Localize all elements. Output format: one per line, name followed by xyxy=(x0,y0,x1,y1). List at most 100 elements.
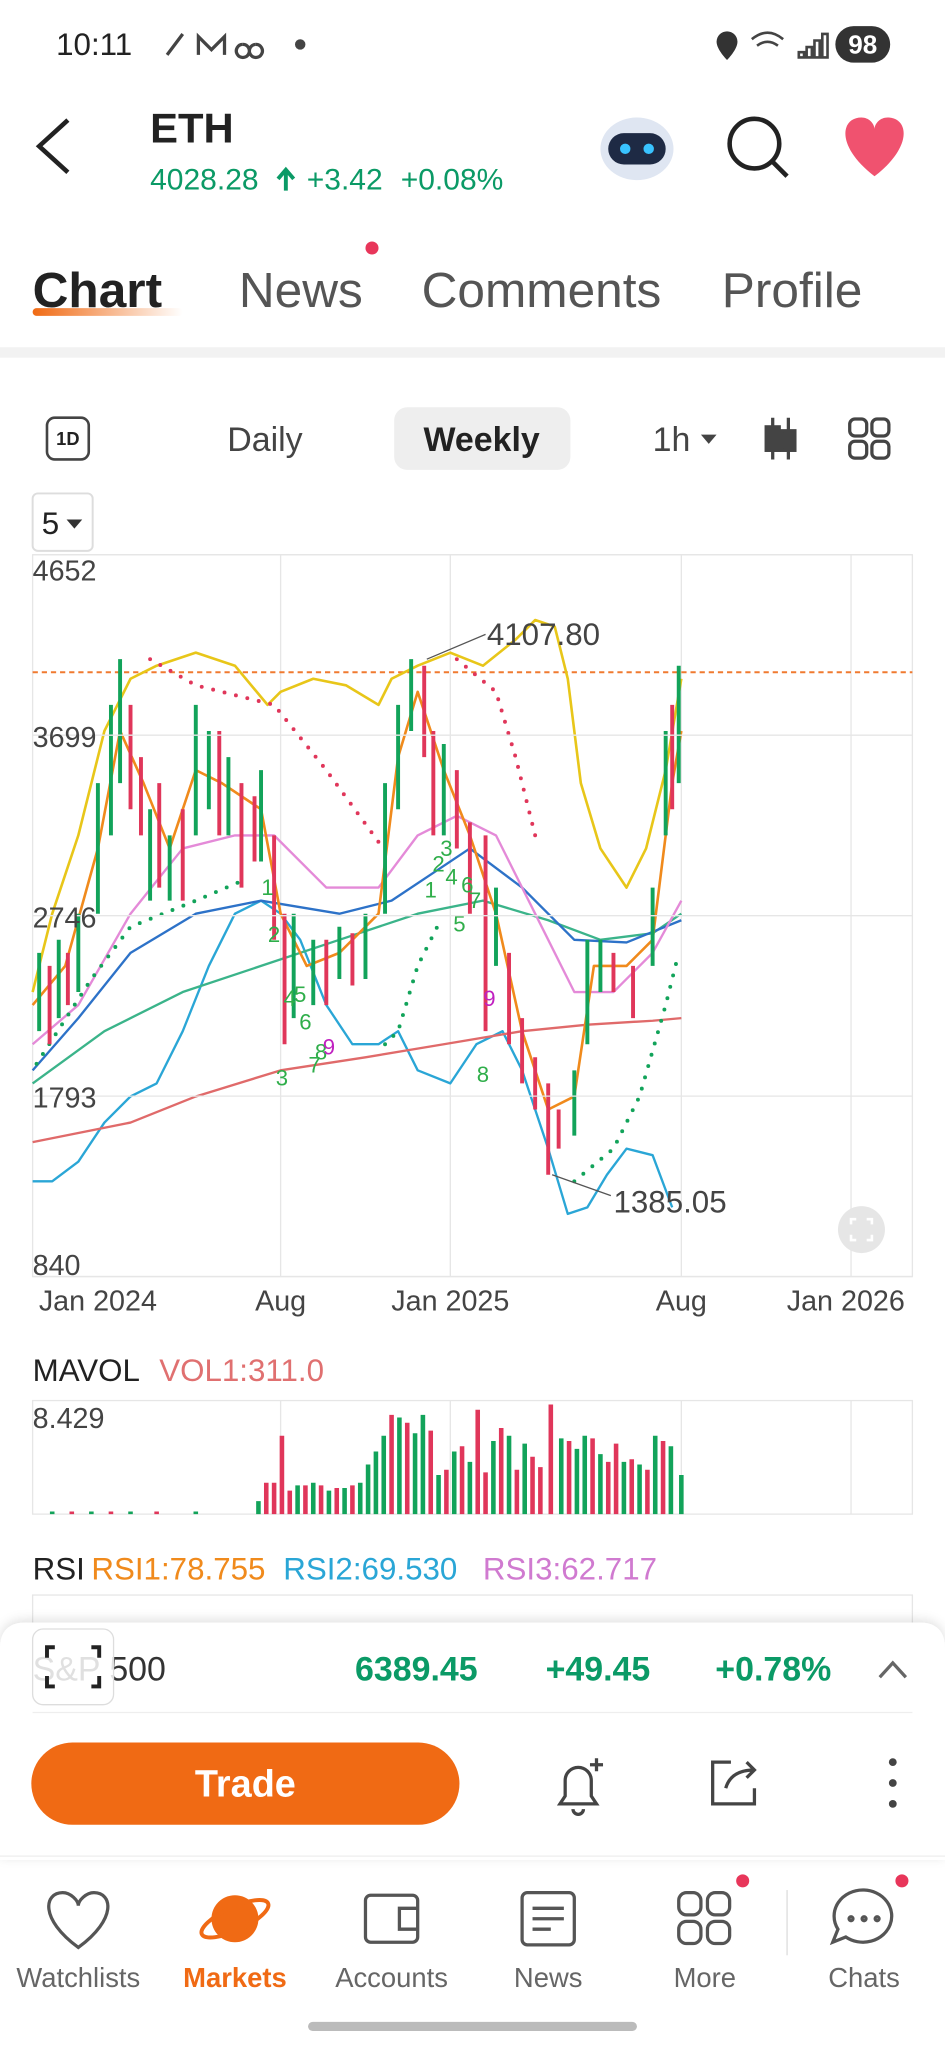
candles-up xyxy=(37,659,681,1136)
share-button[interactable] xyxy=(711,1760,757,1806)
period-icon[interactable] xyxy=(45,416,91,461)
nav-markets[interactable]: Markets xyxy=(183,1962,287,1993)
volume-vol1: VOL1:311.0 xyxy=(159,1353,324,1388)
period-icon-label: 1D xyxy=(56,428,79,449)
ticker-price: 6389.45 xyxy=(355,1650,478,1688)
trade-button[interactable] xyxy=(31,1742,460,1825)
location-icon xyxy=(716,31,738,61)
interval-menu[interactable]: 1h xyxy=(653,421,691,459)
price-change-percent: +0.08% xyxy=(401,164,504,197)
layout-button[interactable] xyxy=(848,417,891,460)
low-label: 1385.05 xyxy=(613,1185,726,1220)
x-ticks: Jan 2024 Aug Jan 2025 Aug Jan 2026 xyxy=(39,1285,905,1317)
indicator-menu: 5 xyxy=(42,506,59,541)
candles xyxy=(37,659,681,1175)
candles-down xyxy=(47,665,675,1175)
wave-label: 8 xyxy=(477,1062,489,1087)
x-tick-label: Jan 2026 xyxy=(787,1285,905,1317)
up-arrow xyxy=(276,166,296,191)
extreme-leaders xyxy=(426,633,612,1197)
candle-type-button[interactable] xyxy=(764,417,797,460)
nav-icon-more xyxy=(677,1891,732,1946)
price: 4028.28 xyxy=(150,164,258,197)
bollinger-upper xyxy=(31,618,683,993)
period-selected-bg xyxy=(394,407,571,470)
wave-label: 4 xyxy=(445,865,457,890)
nav-watchlists[interactable]: Watchlists xyxy=(16,1962,140,1993)
y-tick-label: 3699 xyxy=(33,722,97,754)
indicator-caret xyxy=(66,519,83,529)
indicator-lines xyxy=(31,618,683,1216)
tab-comments[interactable]: Comments xyxy=(422,262,662,318)
wave-label: 4 xyxy=(284,986,296,1011)
battery-pill xyxy=(835,26,891,63)
y-tick-label: 1793 xyxy=(33,1083,97,1115)
x-tick-label: Aug xyxy=(656,1285,707,1317)
news-badge xyxy=(365,241,379,255)
nav-icon-chats xyxy=(829,1888,894,1946)
wave-label: 9 xyxy=(483,986,495,1011)
tab-underline xyxy=(32,308,183,316)
volume-title: MAVOL xyxy=(33,1353,140,1388)
assistant-robot[interactable] xyxy=(600,117,674,181)
collapse-icon xyxy=(45,1645,102,1689)
volume-up xyxy=(49,1414,684,1515)
wave-label: 6 xyxy=(461,872,473,897)
nav-icon-accounts xyxy=(363,1893,420,1944)
home-indicator xyxy=(308,2021,637,2031)
status-dot xyxy=(294,39,306,50)
favorite-button[interactable] xyxy=(845,117,904,177)
nav-accounts[interactable]: Accounts xyxy=(335,1962,448,1993)
y-tick-label: 2746 xyxy=(33,902,97,934)
fullscreen-icon xyxy=(849,1217,874,1242)
wave-label: 9 xyxy=(323,1034,335,1059)
y-tick-label: 4652 xyxy=(33,556,97,588)
tab-news[interactable]: News xyxy=(239,262,363,318)
high-label: 4107.80 xyxy=(487,617,600,652)
collapse-chart-button[interactable] xyxy=(31,1628,115,1706)
section-divider xyxy=(0,347,945,358)
x-tick-label: Jan 2024 xyxy=(39,1285,157,1317)
period-daily[interactable]: Daily xyxy=(227,421,302,459)
indicator-menu-box[interactable] xyxy=(31,492,94,552)
wave-label: 3 xyxy=(440,836,452,861)
rsi-2: RSI2:69.530 xyxy=(283,1551,457,1586)
interval-caret xyxy=(700,434,717,444)
rsi-1: RSI1:78.755 xyxy=(91,1551,265,1586)
wave-label: 7 xyxy=(469,888,481,913)
wave-label: 2 xyxy=(268,922,280,947)
back-button[interactable] xyxy=(35,118,70,175)
nav-chats[interactable]: Chats xyxy=(828,1962,900,1993)
fullscreen-button[interactable] xyxy=(837,1206,885,1254)
ma-long xyxy=(32,1016,682,1144)
wave-label: 5 xyxy=(453,912,465,937)
period-weekly[interactable]: Weekly xyxy=(423,421,539,459)
more-badge xyxy=(736,1874,750,1888)
more-actions-button[interactable] xyxy=(888,1758,897,1808)
battery-level: 98 xyxy=(848,29,877,59)
ticker-change: +49.45 xyxy=(546,1650,651,1688)
expand-ticker[interactable] xyxy=(878,1660,908,1679)
sar-dots-down xyxy=(148,657,538,844)
nav-more[interactable]: More xyxy=(674,1962,736,1993)
rsi-title: RSI xyxy=(33,1551,85,1586)
symbol: ETH xyxy=(150,104,234,151)
nav-news[interactable]: News xyxy=(514,1962,583,1993)
sar-dots-up xyxy=(34,879,681,1184)
nav-icon-news xyxy=(520,1891,576,1947)
ma-blue xyxy=(31,847,682,1072)
alert-button[interactable] xyxy=(556,1758,604,1816)
rsi-3: RSI3:62.717 xyxy=(483,1551,657,1586)
bollinger-lower xyxy=(32,899,674,1216)
ma-pink xyxy=(31,814,683,1046)
x-tick-label: Jan 2025 xyxy=(391,1285,509,1317)
volume-max: 8.429 xyxy=(33,1403,105,1435)
wave-label: 3 xyxy=(276,1066,288,1091)
search-button[interactable] xyxy=(727,116,789,178)
x-tick-label: Aug xyxy=(255,1285,306,1317)
status-icons xyxy=(165,32,265,60)
tab-profile[interactable]: Profile xyxy=(722,262,863,318)
